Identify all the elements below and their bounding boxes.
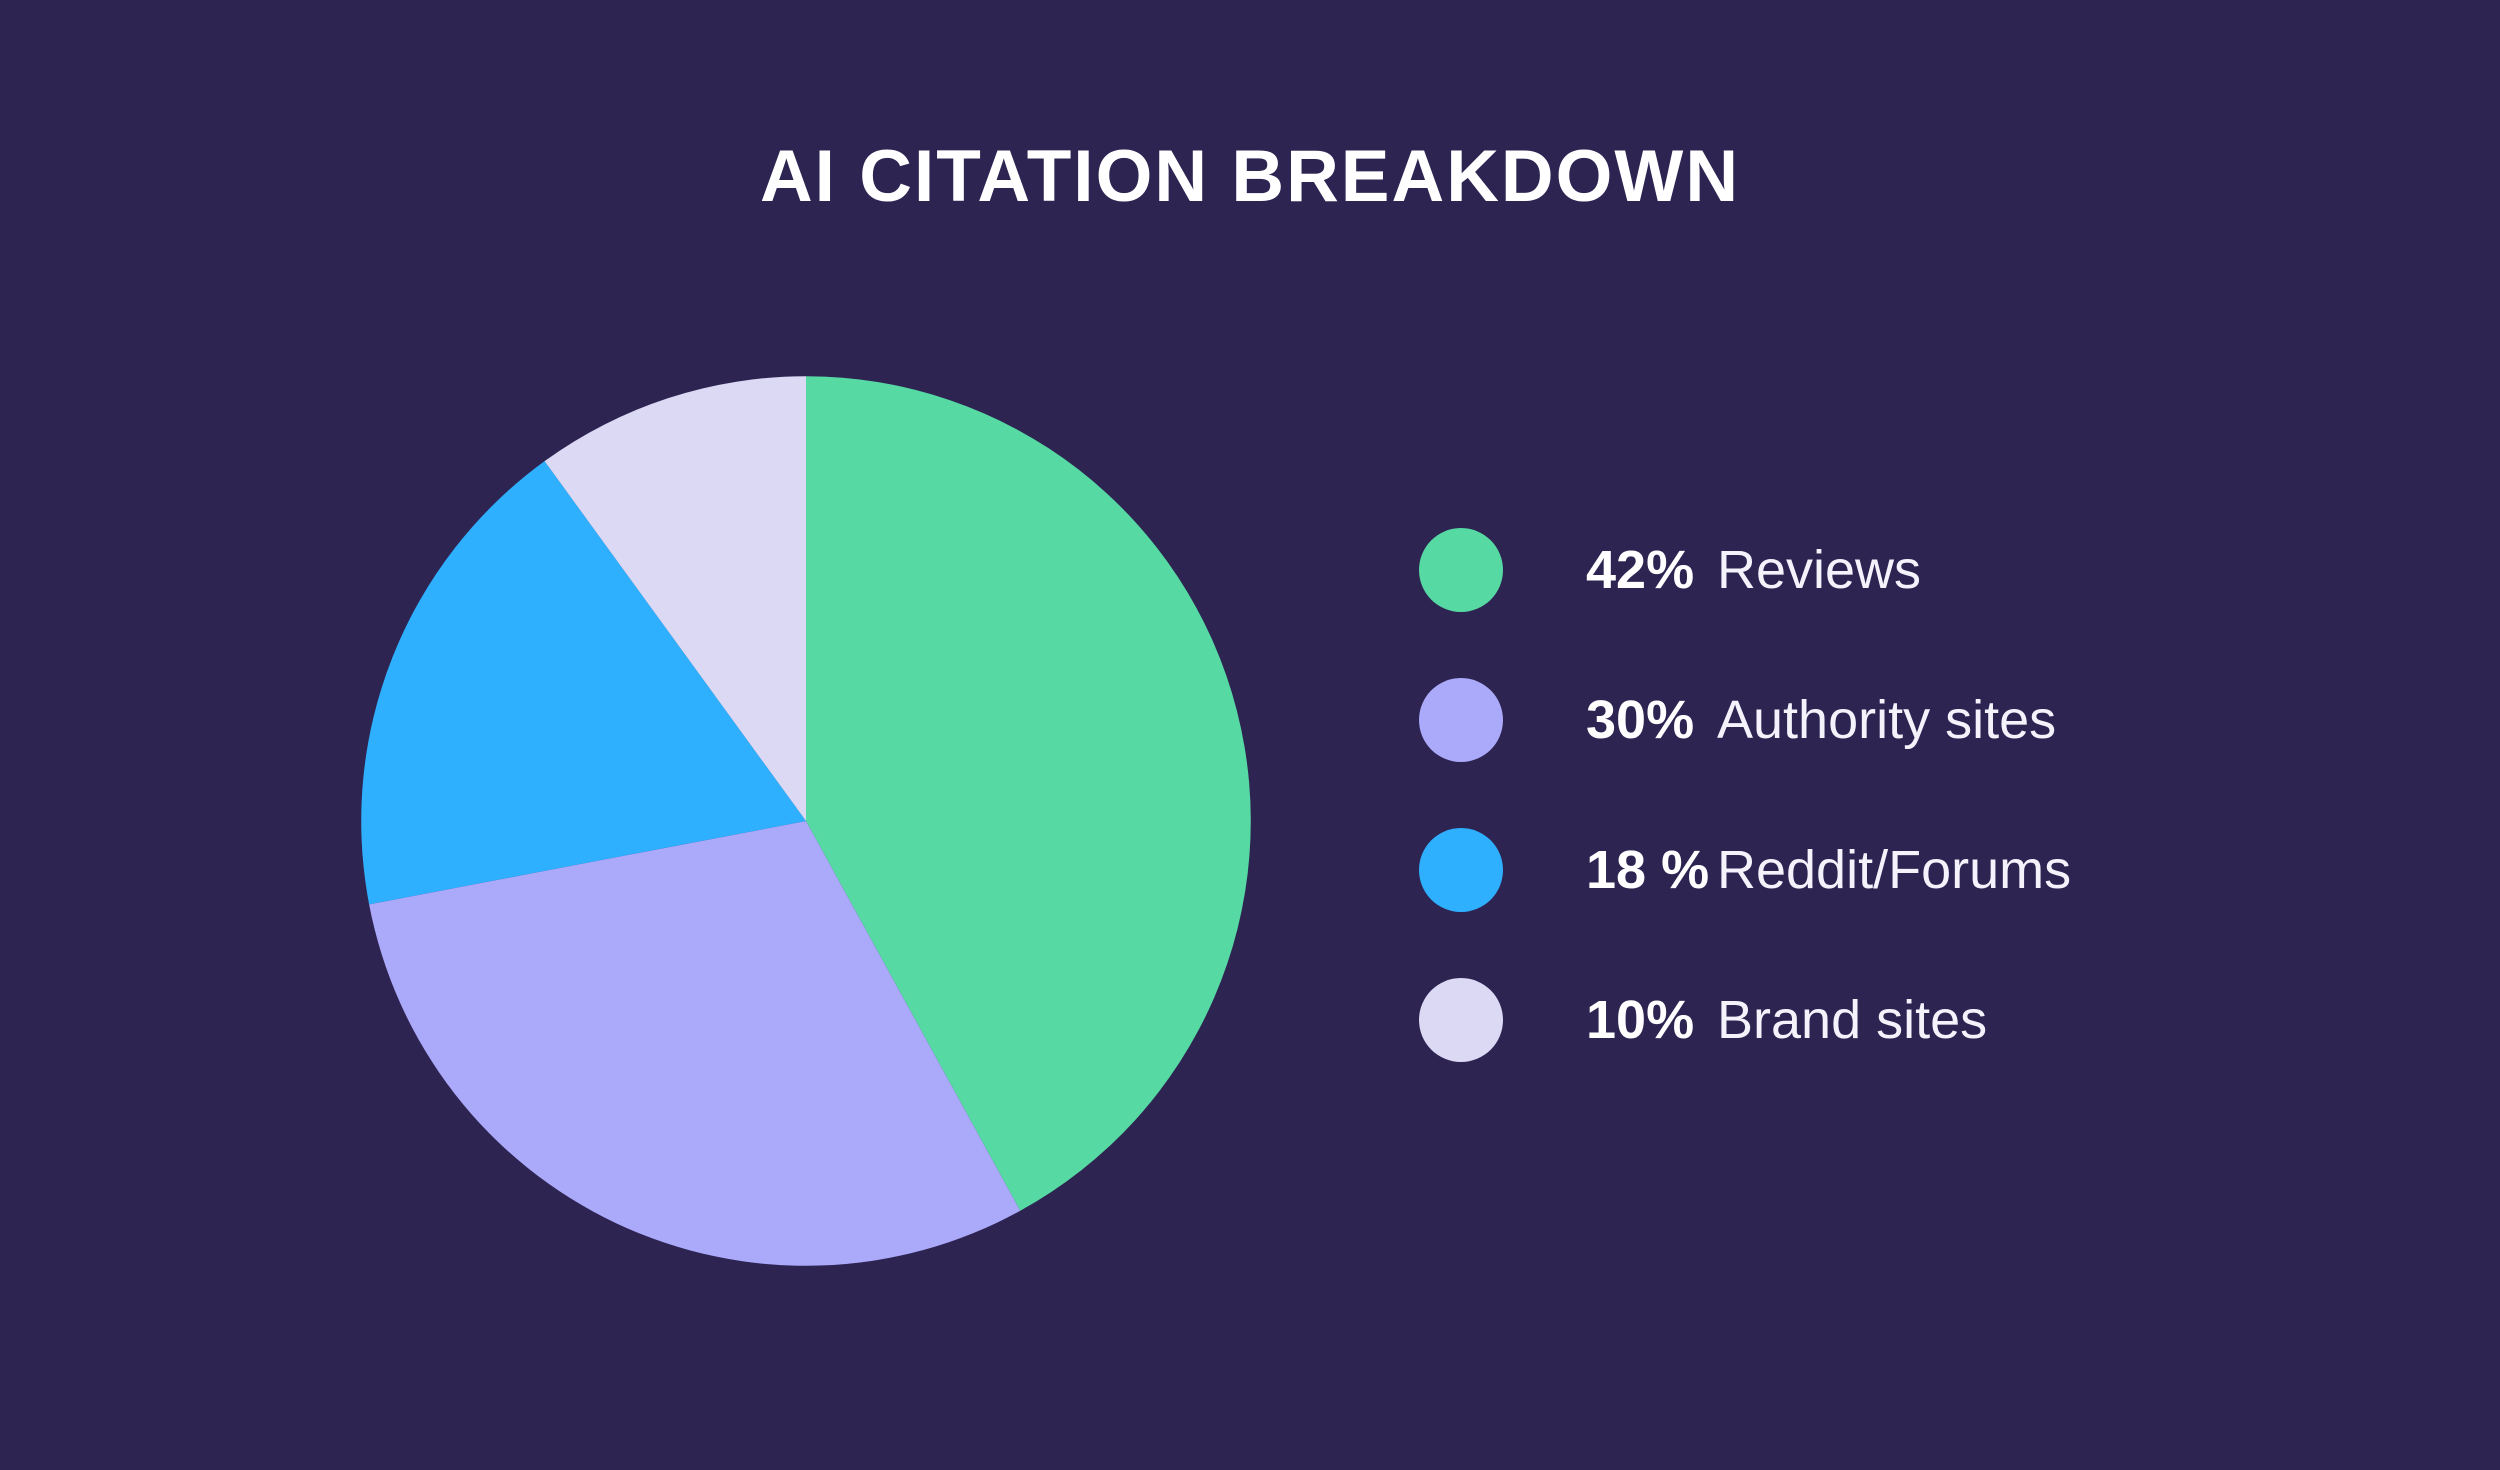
pie-slice-brand-sites: [544, 376, 806, 821]
pie-chart-area: [359, 374, 1253, 1268]
legend-label: Reddit/Forums: [1717, 840, 2072, 900]
pie-slice-reviews: [806, 376, 1251, 1211]
pie-chart: [361, 376, 1251, 1266]
pie-slice-authority-sites: [369, 821, 1021, 1266]
chart-title: AI CITATION BREAKDOWN: [759, 136, 1741, 217]
legend-percent: 30%: [1586, 690, 1695, 750]
legend-color-dot-reddit-forums: [1419, 828, 1503, 912]
legend-percent: 18 %: [1586, 840, 1710, 900]
legend-label: Brand sites: [1717, 990, 1988, 1050]
legend-item-brand-sites: 10% Brand sites: [1419, 978, 2071, 1062]
legend-percent: 10%: [1586, 990, 1695, 1050]
legend-item-authority-sites: 30% Authority sites: [1419, 678, 2071, 762]
legend-color-dot-authority-sites: [1419, 678, 1503, 762]
legend: 42% Reviews 30% Authority sites 18 % Reddit/F…: [1419, 528, 2071, 1062]
legend-item-reddit-forums: 18 % Reddit/Forums: [1419, 828, 2071, 912]
legend-item-reviews: 42% Reviews: [1419, 528, 2071, 612]
pie-slice-reddit-forums: [361, 461, 806, 905]
legend-label: Reviews: [1717, 540, 1922, 600]
legend-label: Authority sites: [1717, 690, 2057, 750]
legend-color-dot-brand-sites: [1419, 978, 1503, 1062]
legend-percent: 42%: [1586, 540, 1695, 600]
legend-color-dot-reviews: [1419, 528, 1503, 612]
